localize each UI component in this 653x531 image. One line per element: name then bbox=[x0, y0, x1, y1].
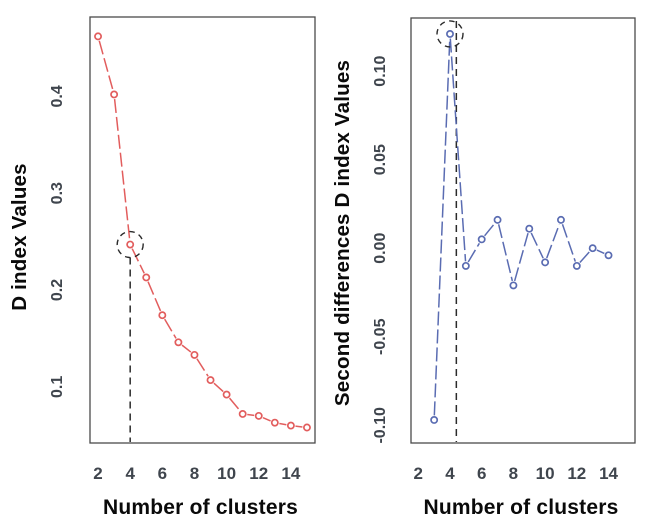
series-segment bbox=[579, 251, 591, 263]
left-plot-panel: 2 4 6 8 10 12 14 0.1 0.2 0.3 0.4 Number of clusters… bbox=[8, 16, 316, 519]
plot-border bbox=[410, 17, 636, 444]
series-segment bbox=[295, 425, 303, 428]
y-tick-label: 0.1 bbox=[49, 376, 66, 398]
y-tick-label: 0.10 bbox=[372, 55, 389, 86]
data-point bbox=[557, 215, 565, 224]
series-segment bbox=[247, 413, 255, 417]
y-tick-label: 0.05 bbox=[372, 144, 389, 175]
data-point bbox=[588, 244, 597, 253]
data-point bbox=[126, 240, 135, 249]
y-tick-label: 0.3 bbox=[49, 182, 66, 204]
series-segment bbox=[497, 224, 514, 282]
x-tick-label: 2 bbox=[414, 464, 423, 483]
data-point bbox=[94, 32, 102, 41]
x-tick-label: 4 bbox=[445, 464, 455, 483]
series-segment bbox=[561, 223, 577, 262]
data-point bbox=[238, 410, 247, 418]
data-point bbox=[190, 350, 199, 359]
series-segment bbox=[484, 222, 496, 237]
data-point bbox=[270, 418, 279, 427]
data-point bbox=[430, 416, 439, 424]
data-point bbox=[604, 251, 613, 260]
series-segment bbox=[596, 249, 605, 255]
data-point bbox=[174, 338, 183, 347]
series-segment bbox=[228, 397, 241, 411]
x-axis-title: Number of clusters bbox=[424, 496, 619, 519]
x-tick-label: 12 bbox=[567, 464, 586, 483]
series-segment bbox=[164, 318, 177, 339]
series-segment bbox=[262, 416, 271, 422]
series-segment bbox=[213, 382, 224, 393]
series-segment bbox=[546, 223, 561, 259]
series-segment bbox=[433, 38, 451, 416]
data-point bbox=[222, 390, 231, 399]
x-tick-label: 4 bbox=[125, 464, 135, 483]
data-point bbox=[286, 421, 295, 430]
data-point bbox=[525, 224, 534, 233]
x-tick-label: 2 bbox=[93, 464, 102, 483]
series-segment bbox=[113, 98, 131, 241]
series-segment bbox=[279, 422, 287, 426]
x-tick-label: 14 bbox=[599, 464, 618, 483]
data-point bbox=[541, 258, 550, 267]
x-tick-label: 12 bbox=[249, 464, 268, 483]
y-axis-title: Second differences D index Values bbox=[331, 60, 354, 406]
series-segment bbox=[513, 232, 529, 282]
data-point bbox=[572, 261, 581, 270]
data-point bbox=[142, 273, 151, 282]
x-tick-label: 10 bbox=[217, 464, 236, 483]
series-segment bbox=[530, 232, 544, 259]
y-tick-label: 0.4 bbox=[49, 85, 66, 107]
data-point bbox=[206, 376, 215, 385]
series-segment bbox=[196, 358, 209, 377]
data-point bbox=[493, 215, 502, 224]
data-point bbox=[254, 411, 263, 420]
data-point bbox=[110, 90, 119, 99]
series-segment bbox=[98, 40, 114, 91]
data-point bbox=[303, 423, 311, 432]
series-segment bbox=[181, 344, 192, 353]
x-axis-title: Number of clusters bbox=[103, 496, 298, 519]
y-tick-label: -0.10 bbox=[372, 407, 389, 444]
y-tick-label: -0.05 bbox=[372, 318, 389, 355]
best-cluster-highlight-circle bbox=[116, 230, 144, 259]
series-segment bbox=[467, 242, 480, 263]
best-cluster-highlight-circle bbox=[436, 20, 464, 48]
y-axis-title: D index Values bbox=[8, 163, 31, 311]
data-point bbox=[509, 281, 518, 290]
data-point bbox=[158, 311, 167, 320]
data-point bbox=[477, 235, 486, 244]
x-tick-label: 8 bbox=[509, 464, 518, 483]
data-point bbox=[461, 261, 470, 270]
y-tick-label: 0.2 bbox=[49, 279, 66, 301]
y-tick-label: 0.00 bbox=[372, 233, 389, 264]
x-tick-label: 6 bbox=[158, 464, 167, 483]
x-tick-label: 8 bbox=[190, 464, 199, 483]
x-tick-label: 6 bbox=[477, 464, 486, 483]
series-segment bbox=[449, 38, 467, 262]
x-tick-label: 10 bbox=[536, 464, 555, 483]
plot-border bbox=[89, 16, 316, 444]
data-point bbox=[446, 29, 454, 38]
series-segment bbox=[131, 248, 145, 274]
right-plot-panel: 2 4 6 8 10 12 14 -0.10 -0.05 0.00 0.05 0.10 Number o… bbox=[331, 17, 636, 519]
series-segment bbox=[147, 281, 162, 312]
x-tick-label: 14 bbox=[281, 464, 300, 483]
